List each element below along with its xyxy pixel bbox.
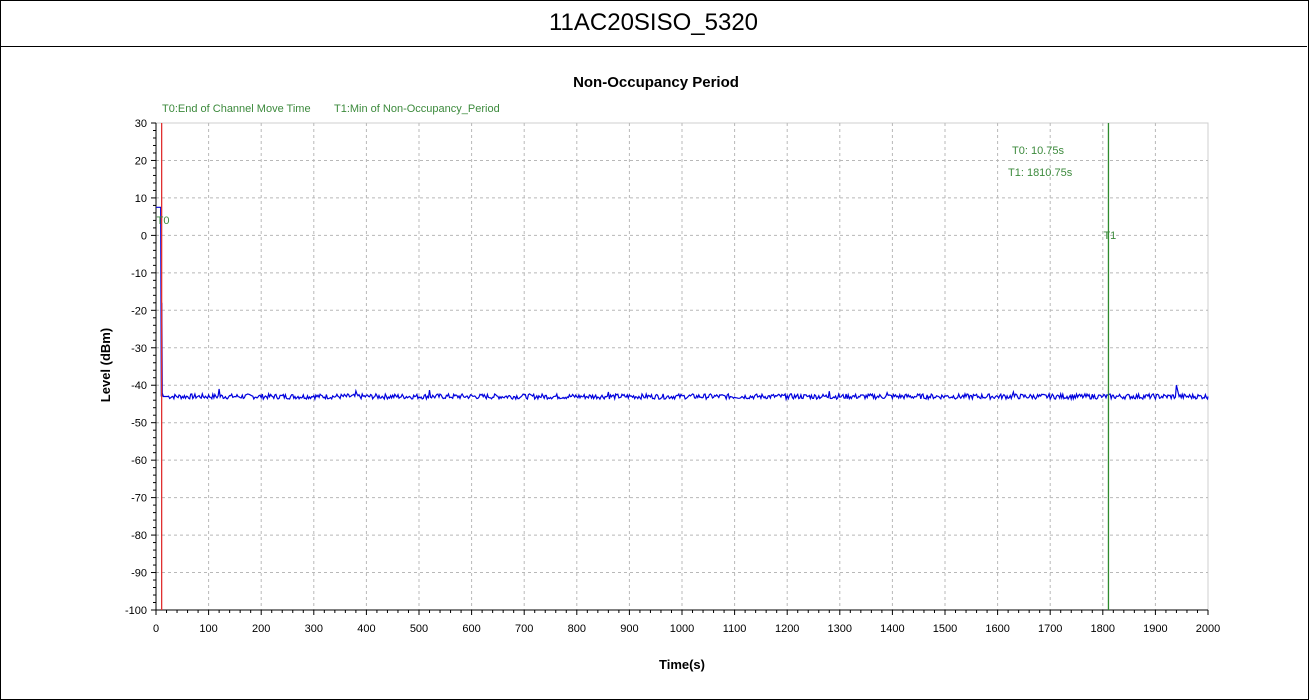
- t1-annotation: T1: 1810.75s: [1008, 167, 1073, 179]
- x-tick-label: 200: [252, 623, 270, 635]
- x-axis-label: Time(s): [659, 657, 705, 672]
- x-tick-label: 0: [153, 623, 159, 635]
- t0-annotation: T0: 10.75s: [1012, 145, 1064, 157]
- axis-layer: 0 100 200 300 400 500 600 700 800 900 1000 1100 1200…: [125, 118, 1220, 635]
- grid-layer: [155, 122, 1209, 611]
- x-tick-label: 700: [515, 623, 533, 635]
- y-tick-label: 10: [135, 193, 147, 205]
- y-tick-label: -80: [131, 530, 147, 542]
- y-tick-label: 0: [141, 230, 147, 242]
- x-tick-label: 900: [620, 623, 638, 635]
- x-tick-label: 1900: [1143, 623, 1167, 635]
- x-tick-label: 1400: [880, 623, 904, 635]
- y-tick-label: -70: [131, 493, 147, 505]
- x-tick-label: 1200: [775, 623, 799, 635]
- x-tick-label: 300: [305, 623, 323, 635]
- legend-t1: T1:Min of Non-Occupancy_Period: [334, 103, 500, 115]
- series-layer: [156, 206, 1209, 402]
- report-title: 11AC20SISO_5320: [0, 0, 1307, 47]
- x-tick-label: 100: [199, 623, 217, 635]
- marker-layer: T0 T1: [157, 123, 1116, 610]
- x-tick-label: 1300: [828, 623, 852, 635]
- x-tick-label: 500: [410, 623, 428, 635]
- x-tick-label: 400: [357, 623, 375, 635]
- y-tick-label: -60: [131, 455, 147, 467]
- y-tick-label: -90: [131, 568, 147, 580]
- x-tick-label: 2000: [1196, 623, 1220, 635]
- x-tick-label: 1800: [1091, 623, 1115, 635]
- y-tick-label: -30: [131, 343, 147, 355]
- x-tick-label: 600: [462, 623, 480, 635]
- x-tick-label: 1500: [933, 623, 957, 635]
- x-tick-label: 1700: [1038, 623, 1062, 635]
- marker-label-t1: T1: [1103, 230, 1116, 242]
- y-tick-label: -20: [131, 305, 147, 317]
- x-tick-label: 1100: [723, 623, 747, 635]
- marker-label-t0: T0: [157, 215, 170, 227]
- y-tick-label: -100: [125, 605, 147, 617]
- y-axis-label: Level (dBm): [98, 328, 113, 402]
- x-tick-label: 1000: [670, 623, 694, 635]
- y-tick-label: 20: [135, 155, 147, 167]
- x-tick-label: 800: [568, 623, 586, 635]
- y-tick-label: 30: [135, 118, 147, 130]
- y-tick-label: -10: [131, 268, 147, 280]
- x-tick-label: 1600: [985, 623, 1009, 635]
- chart-title: Non-Occupancy Period: [573, 74, 739, 91]
- legend-t0: T0:End of Channel Move Time: [162, 103, 311, 115]
- y-tick-label: -40: [131, 380, 147, 392]
- y-tick-label: -50: [131, 418, 147, 430]
- signal-series-line: [156, 206, 1209, 402]
